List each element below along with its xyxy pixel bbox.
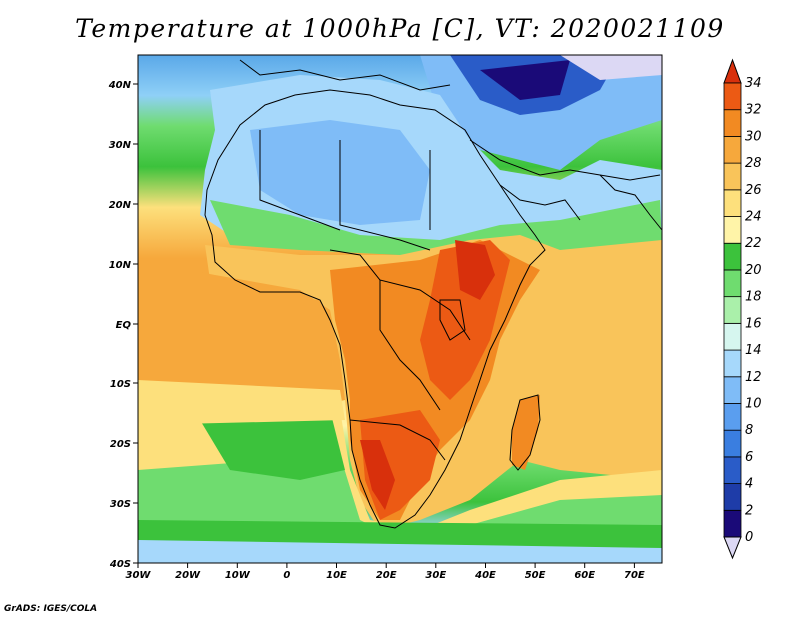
lat-tick-label: 10N xyxy=(109,260,132,271)
lon-tick-label: 10E xyxy=(326,570,347,581)
lat-tick-label: 30N xyxy=(109,140,132,151)
map-frame xyxy=(137,54,663,564)
colorbar-level-label: 6 xyxy=(745,450,753,465)
colorbar-level-label: 30 xyxy=(745,129,762,144)
colorbar-swatch xyxy=(723,483,742,511)
temperature-field xyxy=(138,55,662,563)
lat-tick-label: 40N xyxy=(108,80,132,91)
credit-text: GrADS: IGES/COLA xyxy=(4,604,98,614)
colorbar-level-label: 28 xyxy=(745,156,762,171)
colorbar-level-label: 20 xyxy=(745,263,762,278)
lon-tick-label: 20W xyxy=(175,570,201,581)
colorbar-swatch xyxy=(723,509,742,538)
colorbar-level-label: 24 xyxy=(745,210,762,225)
coastlines xyxy=(204,59,662,529)
colorbar-level-label: 10 xyxy=(745,396,762,411)
lat-tick-label: 30S xyxy=(110,499,131,510)
colorbar-level-label: 22 xyxy=(745,236,762,251)
colorbar-swatch xyxy=(723,296,742,324)
colorbar-level-label: 32 xyxy=(745,103,762,118)
tick-marks xyxy=(133,83,635,568)
colorbar-level-label: 12 xyxy=(745,370,762,385)
colorbar-swatch xyxy=(723,322,742,351)
colorbar-level-label: 0 xyxy=(745,530,753,545)
colorbar-level-label: 2 xyxy=(745,503,753,518)
colorbar-swatch xyxy=(723,429,742,458)
lon-tick-label: 30W xyxy=(126,570,152,581)
colorbar-level-label: 4 xyxy=(745,477,753,492)
colorbar-level-label: 16 xyxy=(745,316,762,331)
colorbar-swatch xyxy=(723,376,742,404)
colorbar-swatch xyxy=(723,189,742,217)
lon-tick-label: 20E xyxy=(376,570,397,581)
colorbar-swatch xyxy=(723,349,742,378)
lon-tick-label: 30E xyxy=(425,570,446,581)
colorbar-level-label: 34 xyxy=(745,76,762,91)
lon-tick-label: 0 xyxy=(283,570,290,581)
lon-tick-label: 50E xyxy=(525,570,546,581)
lat-tick-label: 20S xyxy=(110,439,131,450)
colorbar-level-label: 26 xyxy=(745,183,762,198)
lat-tick-label: 40S xyxy=(109,559,131,570)
colorbar-swatch xyxy=(723,82,742,111)
colorbar-level-label: 8 xyxy=(745,423,753,438)
plot-title: Temperature at 1000hPa [C], VT: 20200211… xyxy=(75,14,725,43)
colorbar-swatch xyxy=(723,242,742,271)
lon-tick-label: 70E xyxy=(624,570,645,581)
colorbar-over-arrow xyxy=(723,58,742,84)
lon-tick-label: 10W xyxy=(225,570,251,581)
lat-tick-label: 10S xyxy=(110,379,131,390)
colorbar-level-label: 18 xyxy=(745,290,762,305)
colorbar-swatch xyxy=(723,456,742,484)
colorbar-swatch xyxy=(723,136,742,164)
colorbar-swatch xyxy=(723,109,742,137)
lon-tick-label: 40E xyxy=(474,570,496,581)
colorbar-swatch xyxy=(723,162,742,191)
lat-tick-label: 20N xyxy=(109,200,132,211)
colorbar-swatch xyxy=(723,269,742,298)
colorbar-under-arrow xyxy=(723,536,742,560)
colorbar-level-label: 14 xyxy=(745,343,762,358)
lat-tick-label: EQ xyxy=(116,320,132,331)
colorbar-swatch xyxy=(723,403,742,431)
colorbar-swatch xyxy=(723,216,742,244)
lon-tick-label: 60E xyxy=(574,570,595,581)
